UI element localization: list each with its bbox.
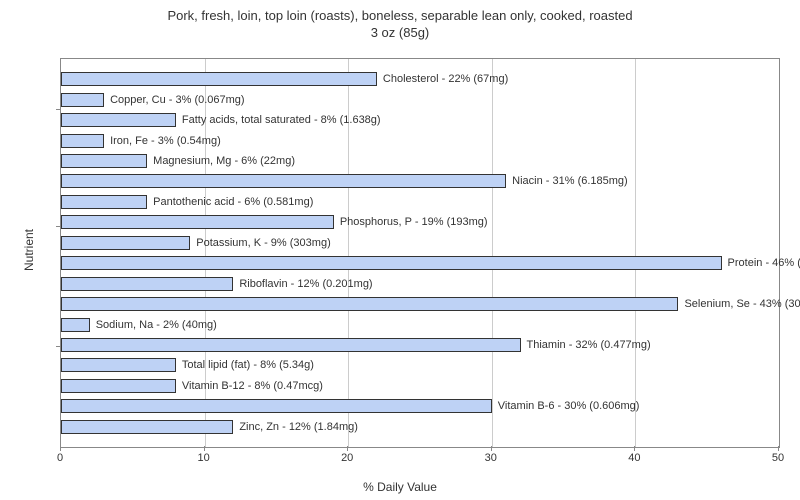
x-tick: [347, 446, 348, 451]
nutrient-bar: [61, 72, 377, 86]
nutrient-bar-label: Vitamin B-6 - 30% (0.606mg): [492, 399, 640, 413]
nutrient-bar-label: Zinc, Zn - 12% (1.84mg): [233, 420, 358, 434]
nutrient-bar: [61, 134, 104, 148]
nutrient-bar: [61, 399, 492, 413]
nutrient-bar-label: Protein - 46% (23.15g): [722, 256, 800, 270]
nutrient-bar: [61, 195, 147, 209]
nutrient-bar-label: Potassium, K - 9% (303mg): [190, 236, 331, 250]
nutrient-bar: [61, 297, 678, 311]
nutrient-bar-label: Fatty acids, total saturated - 8% (1.638…: [176, 113, 381, 127]
title-line-2: 3 oz (85g): [0, 25, 800, 42]
plot-area: Cholesterol - 22% (67mg) Copper, Cu - 3% …: [60, 58, 780, 448]
x-tick: [204, 446, 205, 451]
y-tick: [56, 109, 61, 110]
nutrient-bar: [61, 154, 147, 168]
nutrient-bar-label: Niacin - 31% (6.185mg): [506, 174, 628, 188]
x-tick-label: 30: [485, 452, 497, 464]
nutrient-bar: [61, 277, 233, 291]
nutrient-bar: [61, 215, 334, 229]
x-tick: [60, 446, 61, 451]
gridline: [492, 59, 493, 447]
nutrient-bar-label: Pantothenic acid - 6% (0.581mg): [147, 195, 313, 209]
nutrient-bar-label: Iron, Fe - 3% (0.54mg): [104, 134, 221, 148]
x-tick: [778, 446, 779, 451]
nutrient-bar-label: Vitamin B-12 - 8% (0.47mcg): [176, 379, 323, 393]
nutrient-bar: [61, 256, 722, 270]
nutrient-bar-label: Cholesterol - 22% (67mg): [377, 72, 508, 86]
chart-title: Pork, fresh, loin, top loin (roasts), bo…: [0, 0, 800, 42]
x-tick: [634, 446, 635, 451]
nutrient-bar-label: Selenium, Se - 43% (30.4mcg): [678, 297, 800, 311]
x-tick-label: 50: [772, 452, 784, 464]
nutrient-bar-label: Riboflavin - 12% (0.201mg): [233, 277, 372, 291]
x-tick: [491, 446, 492, 451]
y-axis-label: Nutrient: [22, 229, 36, 271]
x-axis-label: % Daily Value: [363, 480, 437, 494]
nutrient-bar-label: Total lipid (fat) - 8% (5.34g): [176, 358, 314, 372]
nutrient-bar: [61, 338, 521, 352]
nutrient-bar: [61, 174, 506, 188]
nutrient-bar: [61, 420, 233, 434]
nutrient-bar-label: Phosphorus, P - 19% (193mg): [334, 215, 488, 229]
nutrient-bar-label: Magnesium, Mg - 6% (22mg): [147, 154, 295, 168]
x-tick-label: 10: [197, 452, 209, 464]
nutrient-bar: [61, 93, 104, 107]
nutrient-bar: [61, 318, 90, 332]
x-tick-label: 40: [628, 452, 640, 464]
gridline: [635, 59, 636, 447]
nutrient-bar: [61, 358, 176, 372]
nutrient-bar-label: Sodium, Na - 2% (40mg): [90, 318, 217, 332]
nutrient-bar: [61, 236, 190, 250]
nutrient-bar: [61, 379, 176, 393]
x-tick-label: 0: [57, 452, 63, 464]
title-line-1: Pork, fresh, loin, top loin (roasts), bo…: [0, 8, 800, 25]
nutrient-bar: [61, 113, 176, 127]
nutrient-bar-label: Thiamin - 32% (0.477mg): [521, 338, 651, 352]
nutrient-chart: Pork, fresh, loin, top loin (roasts), bo…: [0, 0, 800, 500]
nutrient-bar-label: Copper, Cu - 3% (0.067mg): [104, 93, 245, 107]
x-tick-label: 20: [341, 452, 353, 464]
